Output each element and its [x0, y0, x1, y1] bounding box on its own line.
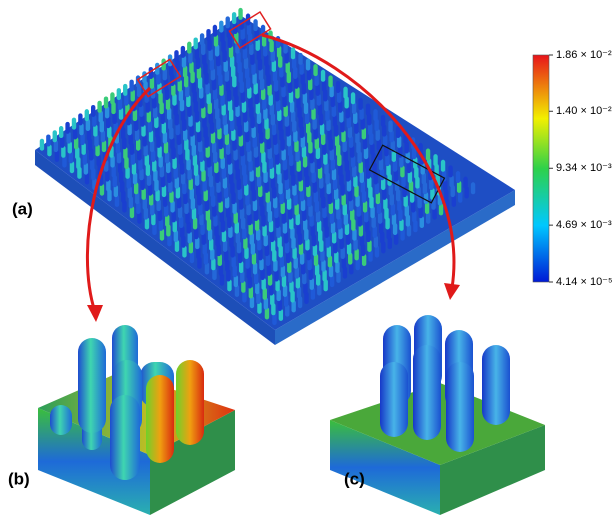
pin: [463, 177, 467, 189]
colorbar: [533, 55, 549, 282]
pin: [97, 101, 101, 113]
pin: [110, 92, 114, 104]
pin: [91, 105, 95, 117]
pin: [381, 115, 385, 127]
arrowhead: [87, 305, 103, 322]
panel-label: (a): [12, 199, 33, 218]
pin: [129, 80, 133, 92]
pin: [291, 47, 295, 59]
pin: [366, 104, 370, 116]
colorbar-label: 9.34 × 10⁻³: [556, 162, 612, 174]
pin-array: [40, 8, 475, 325]
pin: [46, 134, 50, 146]
panel-label: (c): [344, 469, 365, 488]
pin: [142, 71, 146, 83]
pin: [351, 92, 355, 104]
pin: [482, 345, 510, 425]
pin: [343, 87, 347, 99]
pin: [59, 126, 63, 138]
pin: [253, 19, 257, 31]
pin: [187, 42, 191, 54]
detail-b: [38, 325, 235, 515]
pin: [358, 98, 362, 110]
pin: [206, 29, 210, 41]
pin: [471, 182, 475, 194]
pin: [238, 8, 242, 20]
pin: [226, 16, 230, 28]
pin: [78, 113, 82, 125]
pin: [456, 171, 460, 183]
pin: [176, 360, 204, 445]
pin: [219, 21, 223, 33]
pin: [298, 53, 302, 65]
pin: [110, 395, 140, 480]
panel-label: (b): [8, 469, 30, 488]
colorbar-label: 1.86 × 10⁻²: [556, 49, 612, 61]
pin: [388, 120, 392, 132]
pin: [232, 12, 236, 24]
pin: [306, 59, 310, 71]
pin: [123, 84, 127, 96]
pin: [336, 81, 340, 93]
pin: [433, 154, 437, 166]
pin: [85, 109, 89, 121]
pin: [328, 75, 332, 87]
pin: [146, 375, 174, 463]
pin: [50, 405, 72, 435]
colorbar-label: 4.69 × 10⁻³: [556, 219, 612, 231]
pin: [78, 338, 106, 433]
colorbar-label: 4.14 × 10⁻⁵: [556, 276, 613, 288]
pin: [448, 165, 452, 177]
pin: [426, 149, 430, 161]
pin: [413, 345, 441, 440]
pin: [72, 118, 76, 130]
pin: [441, 160, 445, 172]
colorbar-label: 1.40 × 10⁻²: [556, 105, 612, 117]
pin: [321, 70, 325, 82]
pin: [40, 139, 44, 151]
pin: [313, 64, 317, 76]
pin: [194, 37, 198, 49]
figure: (a) (b) (c) 1.86 × 10⁻² 1.40 × 10⁻² 9.34 ×…: [0, 0, 613, 521]
arrowhead: [444, 283, 460, 300]
pin: [65, 122, 69, 134]
colorbar-ticks: 1.86 × 10⁻² 1.40 × 10⁻² 9.34 × 10⁻³ 4.69 × …: [549, 49, 613, 288]
pin: [53, 130, 57, 142]
pin: [181, 46, 185, 58]
pin: [373, 109, 377, 121]
pin: [380, 362, 408, 437]
pin: [213, 25, 217, 37]
pin: [117, 88, 121, 100]
pin: [200, 33, 204, 45]
pin: [174, 50, 178, 62]
pin: [446, 362, 474, 452]
pin: [104, 97, 108, 109]
